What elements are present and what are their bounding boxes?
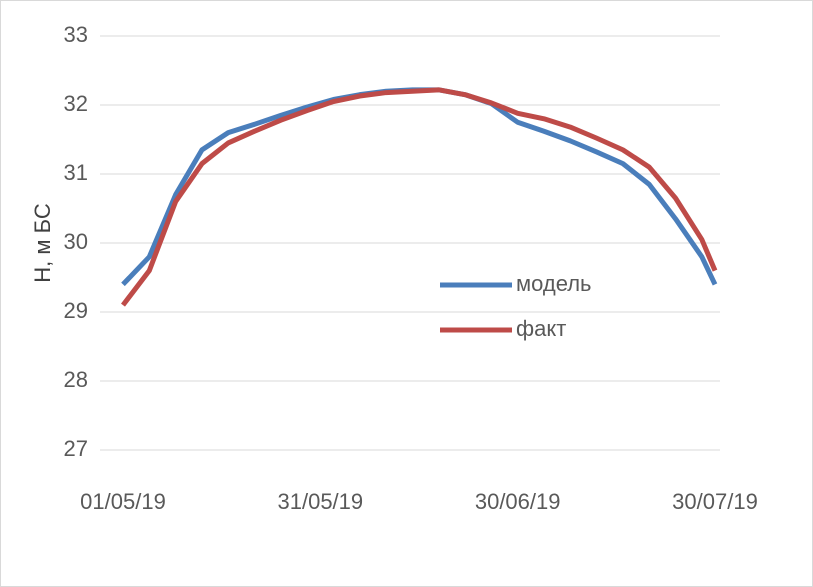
y-axis-label: Н, м БС	[30, 203, 55, 283]
y-tick-label: 29	[64, 298, 88, 323]
series-line	[121, 87, 718, 307]
y-tick-label: 28	[64, 367, 88, 392]
y-tick-label: 31	[64, 160, 88, 185]
x-tick-label: 30/06/19	[475, 489, 561, 514]
legend-label: модель	[516, 271, 592, 296]
y-tick-label: 32	[64, 91, 88, 116]
y-tick-label: 33	[64, 22, 88, 47]
y-tick-label: 30	[64, 229, 88, 254]
x-tick-label: 31/05/19	[278, 489, 364, 514]
legend-label: факт	[516, 316, 566, 341]
y-tick-label: 27	[64, 436, 88, 461]
x-tick-label: 30/07/19	[672, 489, 758, 514]
x-tick-label: 01/05/19	[80, 489, 166, 514]
